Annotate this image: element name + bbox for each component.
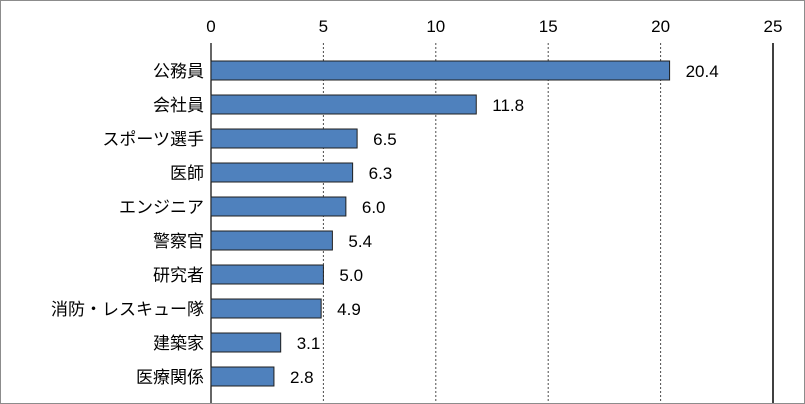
- data-label-8: 4.9: [337, 300, 361, 319]
- bar-9: [210, 332, 282, 353]
- data-label-10: 2.8: [290, 368, 314, 387]
- bar-1: [210, 60, 671, 81]
- x-tick-label-0: 0: [206, 17, 215, 36]
- x-tick-label-10: 10: [426, 17, 445, 36]
- bar-10: [210, 366, 275, 387]
- bar-5: [210, 196, 347, 217]
- bar-8: [210, 298, 322, 319]
- bar-4: [210, 162, 354, 183]
- category-label-2: 会社員: [153, 96, 204, 116]
- category-label-1: 公務員: [153, 62, 204, 82]
- x-tick-label-5: 5: [319, 17, 328, 36]
- data-label-5: 6.0: [362, 198, 386, 217]
- x-tick-label-25: 25: [764, 17, 783, 36]
- category-label-7: 研究者: [153, 266, 204, 286]
- bars: [210, 60, 671, 387]
- data-label-3: 6.5: [373, 130, 397, 149]
- data-label-2: 11.8: [492, 96, 524, 115]
- bar-2: [210, 94, 477, 115]
- category-label-8: 消防・レスキュー隊: [51, 300, 204, 320]
- data-label-9: 3.1: [297, 334, 321, 353]
- x-tick-label-20: 20: [651, 17, 670, 36]
- bar-7: [210, 264, 324, 285]
- bar-3: [210, 128, 358, 149]
- data-label-7: 5.0: [339, 266, 363, 285]
- data-label-6: 5.4: [348, 232, 372, 251]
- x-tick-label-15: 15: [539, 17, 558, 36]
- category-label-6: 警察官: [153, 232, 204, 252]
- labels: 0 5 10 15 20 25 公務員 20.4 会社員 11.8 スポーツ選手 6.5 医師 6.3 エン…: [51, 17, 782, 388]
- data-label-1: 20.4: [686, 62, 719, 81]
- category-label-4: 医師: [170, 164, 204, 184]
- category-label-5: エンジニア: [119, 198, 204, 218]
- category-label-10: 医療関係: [136, 368, 204, 388]
- category-label-9: 建築家: [153, 334, 204, 354]
- bar-6: [210, 230, 333, 251]
- data-label-4: 6.3: [369, 164, 393, 183]
- category-label-3: スポーツ選手: [102, 130, 204, 150]
